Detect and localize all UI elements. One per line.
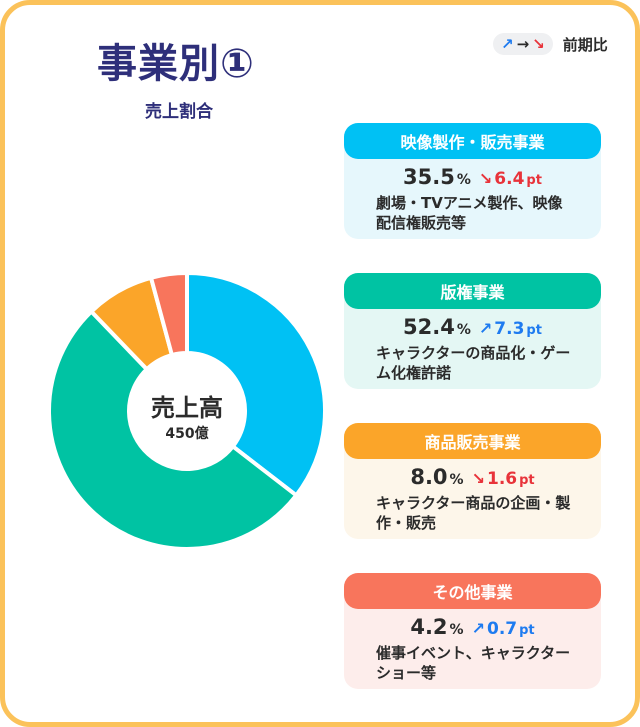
segment-description: 劇場・TVアニメ製作、映像配信権販売等: [376, 194, 563, 232]
segment-percent: 52.4: [403, 315, 455, 339]
donut-center-value: 450億: [165, 426, 209, 442]
percent-unit: %: [449, 622, 464, 638]
change-unit: pt: [526, 173, 542, 188]
change-unit: pt: [526, 323, 542, 338]
segment-card-other: その他事業 4.2% ↗ 0.7 pt 催事イベント、キャラクターショー等: [344, 573, 601, 689]
donut-slice-licensing: [47, 309, 299, 551]
segment-card-header: 商品販売事業: [344, 423, 601, 459]
segment-change: 7.3: [494, 319, 525, 339]
arrow-up-icon: ↗: [501, 35, 514, 53]
change-unit: pt: [519, 623, 535, 638]
segment-description: キャラクター商品の企画・製作・販売: [376, 494, 571, 532]
percent-unit: %: [456, 322, 471, 338]
trend-down-icon: ↘: [471, 469, 485, 488]
trend-down-icon: ↘: [478, 169, 493, 188]
change-unit: pt: [519, 473, 535, 488]
segment-description: 催事イベント、キャラクターショー等: [376, 644, 571, 682]
percent-unit: %: [449, 472, 464, 488]
legend: ↗ → ↘ 前期比: [493, 33, 608, 55]
percent-unit: %: [456, 172, 471, 188]
segment-percent: 35.5: [403, 165, 455, 189]
donut-slice-other: [149, 271, 189, 358]
segment-change: 0.7: [486, 619, 518, 639]
donut-slice-video: [185, 271, 327, 498]
segment-percent: 8.0: [410, 465, 448, 489]
segment-change: 6.4: [494, 169, 525, 189]
segment-card-merchandise: 商品販売事業 8.0% ↘ 1.6 pt キャラクター商品の企画・製作・販売: [344, 423, 601, 539]
segment-card-header: 映像製作・販売事業: [344, 123, 601, 159]
arrow-down-icon: ↘: [532, 35, 545, 53]
trend-up-icon: ↗: [471, 619, 485, 638]
segment-stat: 52.4% ↗ 7.3 pt: [344, 315, 601, 339]
segment-stat: 8.0% ↘ 1.6 pt: [344, 465, 601, 489]
segment-card-licensing: 版権事業 52.4% ↗ 7.3 pt キャラクターの商品化・ゲーム化権許諾: [344, 273, 601, 389]
donut-center-title: 売上高: [151, 394, 223, 422]
segment-stat: 4.2% ↗ 0.7 pt: [344, 615, 601, 639]
segment-description: キャラクターの商品化・ゲーム化権許諾: [376, 344, 571, 382]
donut-chart: [47, 271, 327, 551]
page-title: 事業別①: [97, 41, 255, 87]
segment-card-video: 映像製作・販売事業 35.5% ↘ 6.4 pt 劇場・TVアニメ製作、映像配信権販売…: [344, 123, 601, 239]
page-subtitle: 売上割合: [145, 102, 213, 122]
segment-change: 1.6: [486, 469, 518, 489]
legend-label: 前期比: [562, 35, 608, 54]
segment-stat: 35.5% ↘ 6.4 pt: [344, 165, 601, 189]
segment-card-header: 版権事業: [344, 273, 601, 309]
segment-card-header: その他事業: [344, 573, 601, 609]
arrow-right-icon: →: [516, 35, 530, 53]
trend-up-icon: ↗: [478, 319, 493, 338]
legend-arrows: ↗ → ↘: [493, 33, 553, 55]
segment-percent: 4.2: [410, 615, 448, 639]
